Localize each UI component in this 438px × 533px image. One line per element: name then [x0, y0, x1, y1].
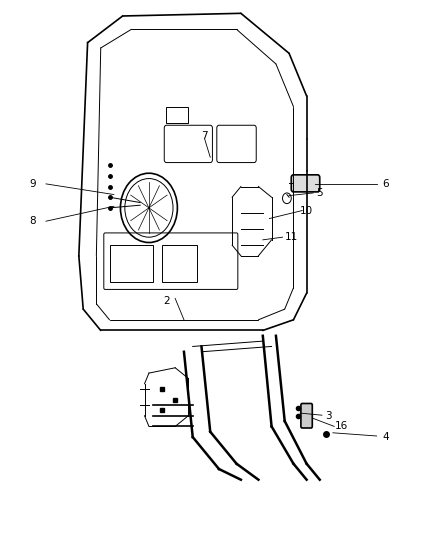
FancyBboxPatch shape: [291, 175, 320, 192]
Text: 8: 8: [29, 216, 36, 226]
Text: 5: 5: [316, 188, 323, 198]
Text: 7: 7: [201, 131, 208, 141]
Text: 10: 10: [300, 206, 313, 215]
Bar: [162, 245, 197, 282]
Text: 6: 6: [382, 179, 389, 189]
Text: 9: 9: [29, 179, 36, 189]
Text: 2: 2: [163, 296, 170, 306]
Text: 3: 3: [325, 411, 332, 421]
Bar: [110, 245, 153, 282]
Bar: [166, 107, 188, 123]
Text: 11: 11: [285, 232, 298, 241]
FancyBboxPatch shape: [301, 403, 312, 428]
Text: 16: 16: [335, 422, 348, 431]
Text: 4: 4: [382, 432, 389, 442]
